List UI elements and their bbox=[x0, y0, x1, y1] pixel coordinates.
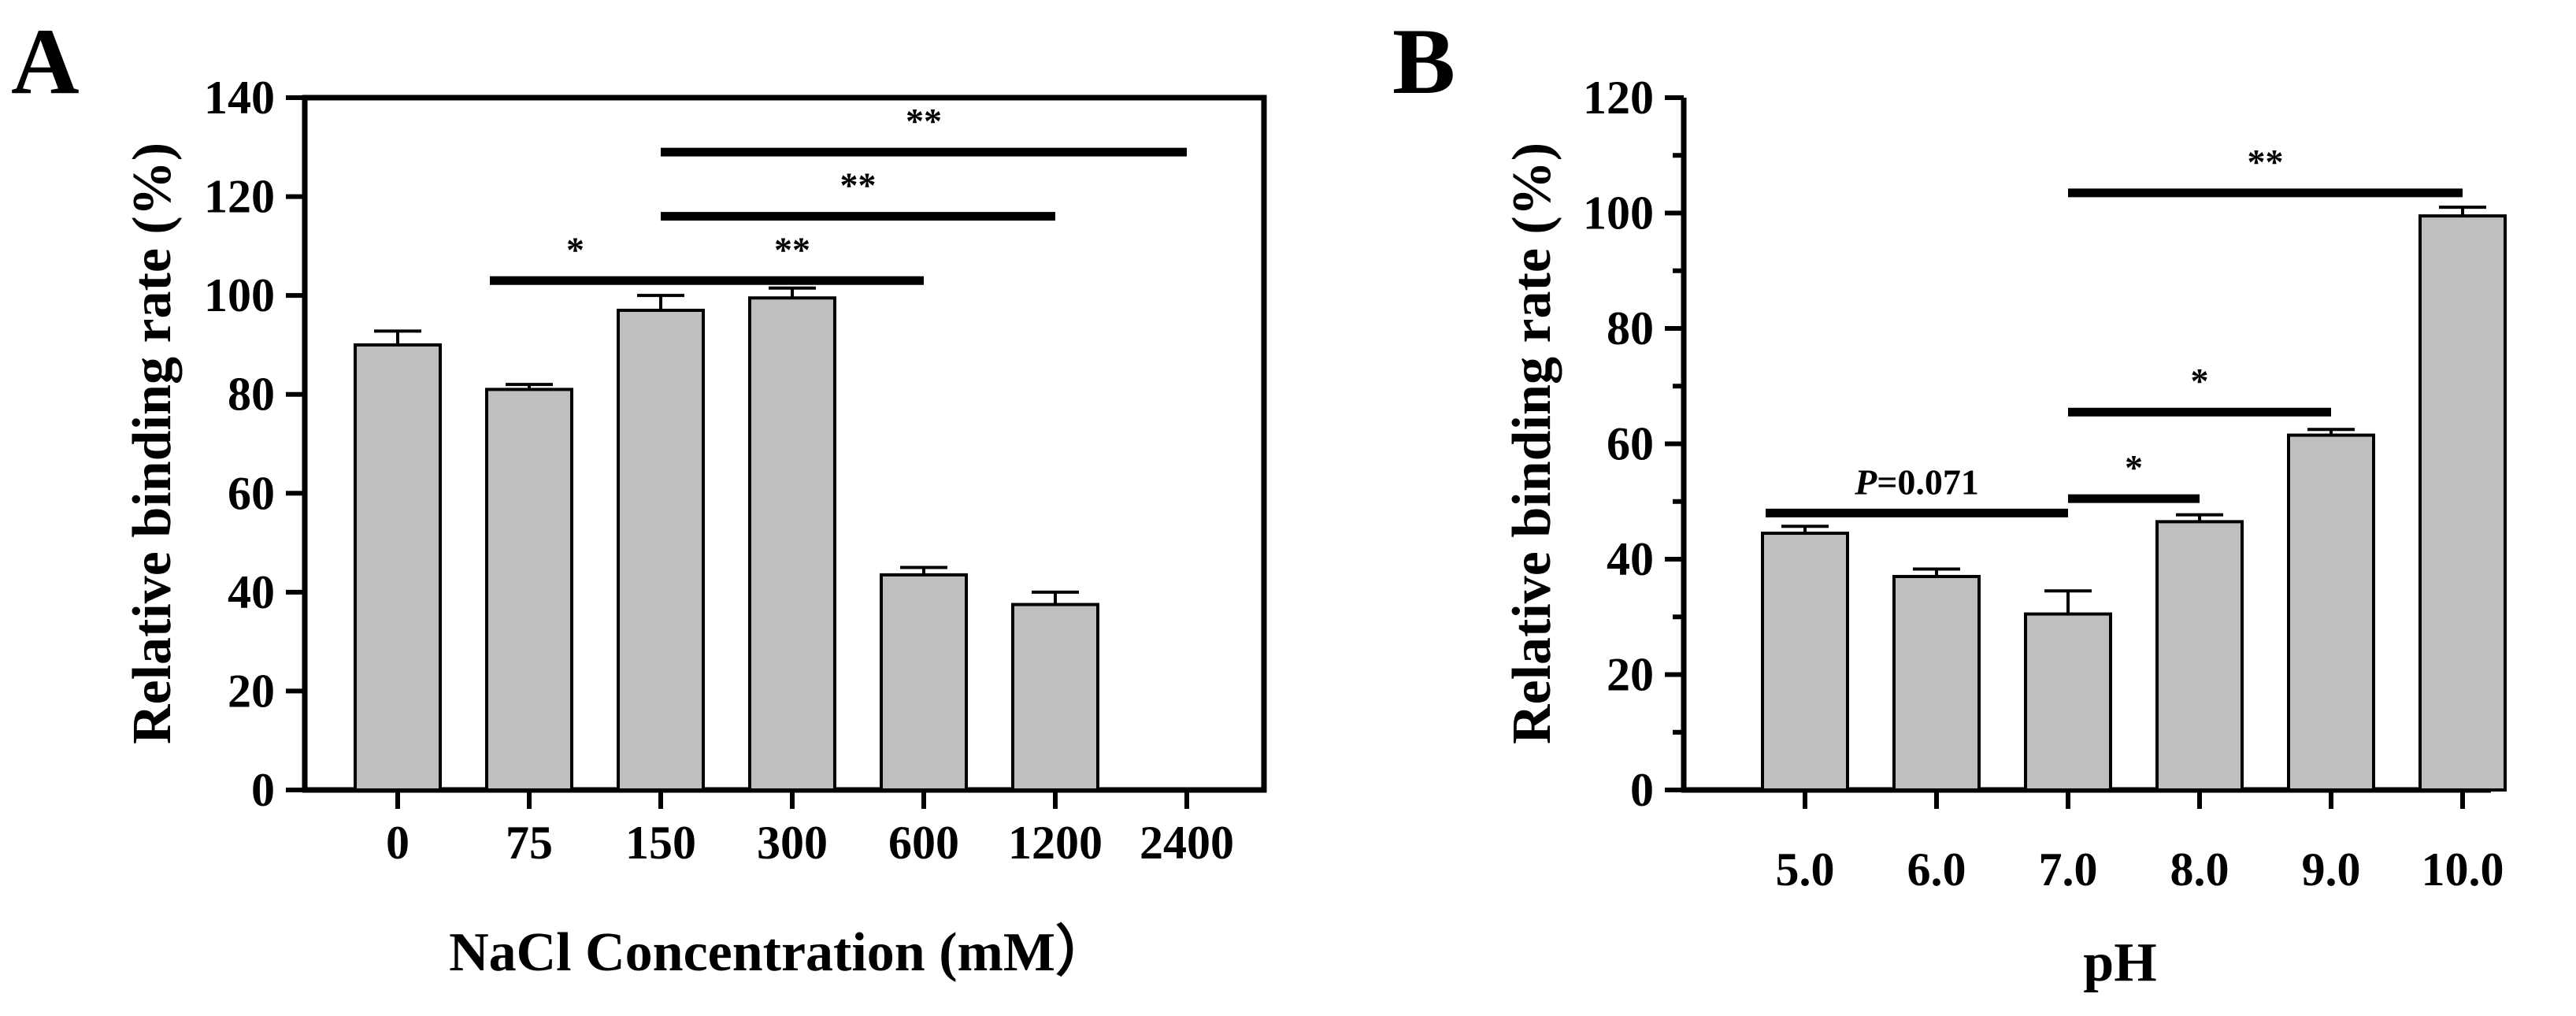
significance-label: ** bbox=[2248, 142, 2284, 182]
y-tick-label: 20 bbox=[228, 665, 275, 717]
significance-label: ** bbox=[774, 229, 810, 269]
y-tick-label: 60 bbox=[228, 467, 275, 519]
x-tick-label: 75 bbox=[506, 817, 553, 869]
y-tick-label: 140 bbox=[204, 72, 275, 124]
bar bbox=[1761, 532, 1849, 792]
significance-label: * bbox=[566, 229, 584, 269]
x-axis-title: NaCl Concentration (mM） bbox=[449, 921, 1110, 983]
x-tick-label: 600 bbox=[888, 817, 959, 869]
error-bar bbox=[1913, 567, 1960, 577]
significance-label: ** bbox=[840, 165, 877, 206]
error-bar bbox=[637, 294, 684, 310]
y-tick-label: 120 bbox=[204, 171, 275, 223]
x-tick-label: 0 bbox=[386, 817, 410, 869]
bar bbox=[1011, 603, 1099, 792]
bar bbox=[748, 296, 836, 792]
error-bar bbox=[374, 329, 421, 345]
bar bbox=[2024, 612, 2112, 792]
error-bar bbox=[2176, 513, 2223, 522]
bar bbox=[1892, 574, 1981, 792]
y-tick-label: 0 bbox=[1630, 764, 1654, 816]
significance-label: * bbox=[2125, 447, 2143, 488]
x-tick-label: 6.0 bbox=[1907, 844, 1966, 895]
y-axis-title: Relative binding rate (%) bbox=[122, 143, 183, 744]
y-tick-label: 20 bbox=[1607, 649, 1654, 701]
error-bar bbox=[900, 565, 947, 575]
x-tick-label: 7.0 bbox=[2039, 844, 2098, 895]
bar bbox=[2418, 214, 2507, 792]
y-tick-label: 60 bbox=[1607, 418, 1654, 470]
bar bbox=[617, 308, 705, 792]
significance-label: P=0.071 bbox=[1854, 462, 1979, 502]
x-tick-label: 9.0 bbox=[2302, 844, 2361, 895]
error-bar bbox=[2439, 206, 2486, 217]
bar bbox=[2287, 433, 2375, 792]
x-tick-label: 150 bbox=[625, 817, 696, 869]
panel-letter-b: B bbox=[1392, 9, 1455, 113]
bar bbox=[485, 387, 573, 792]
y-tick-label: 40 bbox=[228, 566, 275, 618]
y-tick-label: 80 bbox=[1607, 302, 1654, 354]
x-tick-label: 5.0 bbox=[1776, 844, 1835, 895]
x-tick-label: 2400 bbox=[1140, 817, 1234, 869]
y-tick-label: 80 bbox=[228, 369, 275, 421]
bar bbox=[2155, 520, 2244, 792]
error-bar bbox=[769, 286, 816, 298]
y-tick-label: 40 bbox=[1607, 533, 1654, 585]
x-tick-label: 300 bbox=[757, 817, 828, 869]
bar bbox=[354, 343, 442, 792]
significance-label-rest: =0.071 bbox=[1877, 462, 1979, 502]
error-bar bbox=[506, 383, 553, 390]
y-tick-label: 100 bbox=[204, 269, 275, 321]
y-tick-label: 100 bbox=[1583, 187, 1654, 239]
significance-label: ** bbox=[906, 101, 942, 141]
error-bar bbox=[1032, 590, 1079, 605]
error-bar bbox=[1781, 525, 1829, 534]
error-bar bbox=[2044, 589, 2092, 614]
chart-b: 0 20 40 60 80 100 120 5.0 6.0 7.0 8.0 9.0 10.0 P=0.07… bbox=[1502, 72, 2507, 993]
bar bbox=[880, 573, 968, 792]
x-axis-title: pH bbox=[2083, 933, 2156, 993]
panel-letter-a: A bbox=[11, 9, 80, 113]
y-tick-label: 0 bbox=[251, 764, 275, 816]
x-tick-label: 1200 bbox=[1008, 817, 1103, 869]
y-tick-label: 120 bbox=[1583, 72, 1654, 124]
x-tick-label: 8.0 bbox=[2170, 844, 2229, 895]
x-tick-label: 10.0 bbox=[2422, 844, 2504, 895]
y-axis-title: Relative binding rate (%) bbox=[1502, 143, 1562, 744]
significance-label: * bbox=[2191, 361, 2209, 401]
error-bar bbox=[2307, 428, 2355, 436]
significance-label-italic: P bbox=[1854, 462, 1877, 502]
